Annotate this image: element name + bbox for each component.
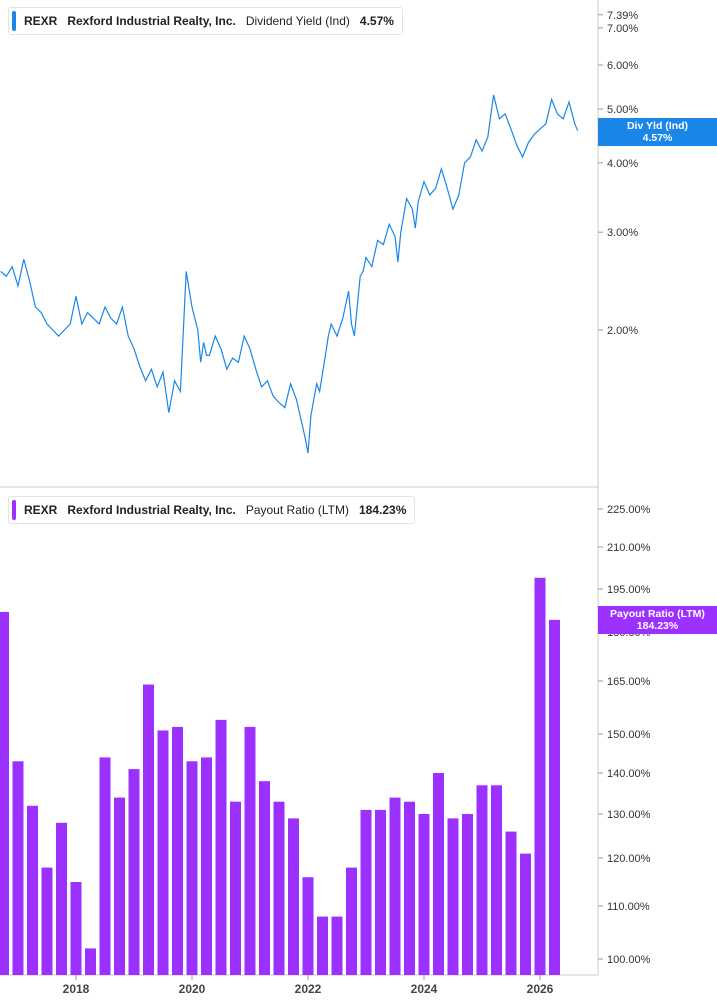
payout-bar	[346, 867, 357, 975]
x-tick-label: 2020	[179, 982, 206, 996]
x-tick-label: 2022	[295, 982, 322, 996]
payout-bar	[215, 719, 227, 975]
yield-legend-ticker: REXR	[24, 14, 58, 28]
payout-bar	[418, 814, 430, 975]
payout-legend-value: 184.23%	[358, 503, 407, 517]
yield-legend-value: 4.57%	[359, 14, 394, 28]
payout-bar	[447, 818, 459, 975]
payout-bar	[128, 769, 140, 975]
yield-value-tag: Div Yld (Ind) 4.57%	[598, 118, 717, 146]
yield-tick-label: 7.39%	[607, 10, 638, 22]
payout-bar	[41, 867, 53, 975]
yield-tag-value: 4.57%	[642, 132, 673, 144]
dividend-yield-line	[0, 94, 579, 454]
payout-tick-label: 225.00%	[607, 504, 651, 516]
payout-legend-ticker: REXR	[24, 503, 58, 517]
payout-tick-label: 130.00%	[607, 809, 651, 821]
payout-bar	[389, 797, 401, 975]
payout-bar	[288, 818, 299, 975]
yield-tick-label: 4.00%	[607, 158, 638, 170]
yield-tag-label: Div Yld (Ind)	[626, 120, 689, 132]
payout-bar	[375, 809, 386, 975]
yield-legend[interactable]: REXR Rexford Industrial Realty, Inc. Div…	[8, 7, 403, 35]
payout-tag-label: Payout Ratio (LTM)	[610, 608, 705, 620]
payout-bar	[302, 877, 314, 975]
payout-tag-value: 184.23%	[636, 620, 679, 632]
payout-tick-label: 210.00%	[607, 542, 651, 554]
yield-tick-label: 3.00%	[607, 227, 638, 239]
yield-tick-label: 6.00%	[607, 60, 638, 72]
x-tick-label: 2026	[527, 982, 554, 996]
payout-bar	[230, 801, 241, 975]
payout-bars	[0, 577, 560, 975]
payout-bar	[534, 577, 546, 975]
yield-legend-metric: Dividend Yield (Ind)	[245, 14, 350, 28]
payout-bar	[331, 916, 343, 975]
payout-bar	[244, 726, 256, 975]
payout-legend[interactable]: REXR Rexford Industrial Realty, Inc. Pay…	[8, 496, 416, 524]
payout-bar	[360, 809, 372, 975]
payout-legend-metric: Payout Ratio (LTM)	[245, 503, 349, 517]
payout-bar	[404, 801, 415, 975]
payout-bar	[273, 801, 285, 975]
payout-bar	[433, 773, 444, 975]
payout-tick-label: 100.00%	[607, 954, 651, 966]
yield-legend-company: Rexford Industrial Realty, Inc.	[67, 14, 236, 28]
payout-tick-label: 140.00%	[607, 768, 651, 780]
payout-bar	[520, 853, 531, 975]
payout-tick-label: 195.00%	[607, 584, 651, 596]
yield-y-axis: 7.39%7.00% 6.00% 5.00% 4.00% 3.00% 2.00%	[598, 10, 638, 337]
yield-legend-swatch	[12, 11, 16, 31]
payout-bar	[201, 757, 212, 975]
payout-legend-company: Rexford Industrial Realty, Inc.	[67, 503, 236, 517]
yield-tick-label: 2.00%	[607, 325, 638, 337]
payout-bar	[157, 730, 169, 975]
x-tick-label: 2018	[63, 982, 90, 996]
payout-bar	[462, 814, 473, 975]
payout-bar	[12, 761, 24, 975]
payout-tick-label: 120.00%	[607, 853, 651, 865]
payout-bar	[70, 882, 82, 975]
yield-tick-label: 5.00%	[607, 104, 638, 116]
payout-y-axis: 225.00%210.00%195.00%180.00%165.00%150.0…	[598, 504, 651, 966]
payout-value-tag: Payout Ratio (LTM) 184.23%	[598, 606, 717, 634]
payout-tick-label: 150.00%	[607, 729, 651, 741]
payout-bar	[505, 831, 517, 975]
payout-bar	[85, 948, 96, 975]
payout-bar	[491, 785, 502, 975]
payout-bar	[549, 619, 560, 975]
payout-bar	[27, 805, 38, 975]
payout-tick-label: 165.00%	[607, 676, 651, 688]
payout-bar	[0, 611, 9, 975]
payout-bar	[317, 916, 328, 975]
payout-bar	[476, 785, 488, 975]
x-tick-label: 2024	[411, 982, 438, 996]
x-axis: 2018 2020 2022 2024 2026	[63, 975, 554, 996]
payout-bar	[56, 822, 67, 975]
payout-bar	[114, 797, 125, 975]
payout-tick-label: 110.00%	[607, 901, 650, 913]
payout-bar	[143, 684, 154, 975]
yield-tick-label: 7.00%	[607, 23, 638, 35]
payout-bar	[172, 726, 183, 975]
payout-legend-swatch	[12, 500, 16, 520]
payout-bar	[186, 761, 198, 975]
payout-bar	[99, 757, 111, 975]
payout-bar	[259, 781, 270, 975]
